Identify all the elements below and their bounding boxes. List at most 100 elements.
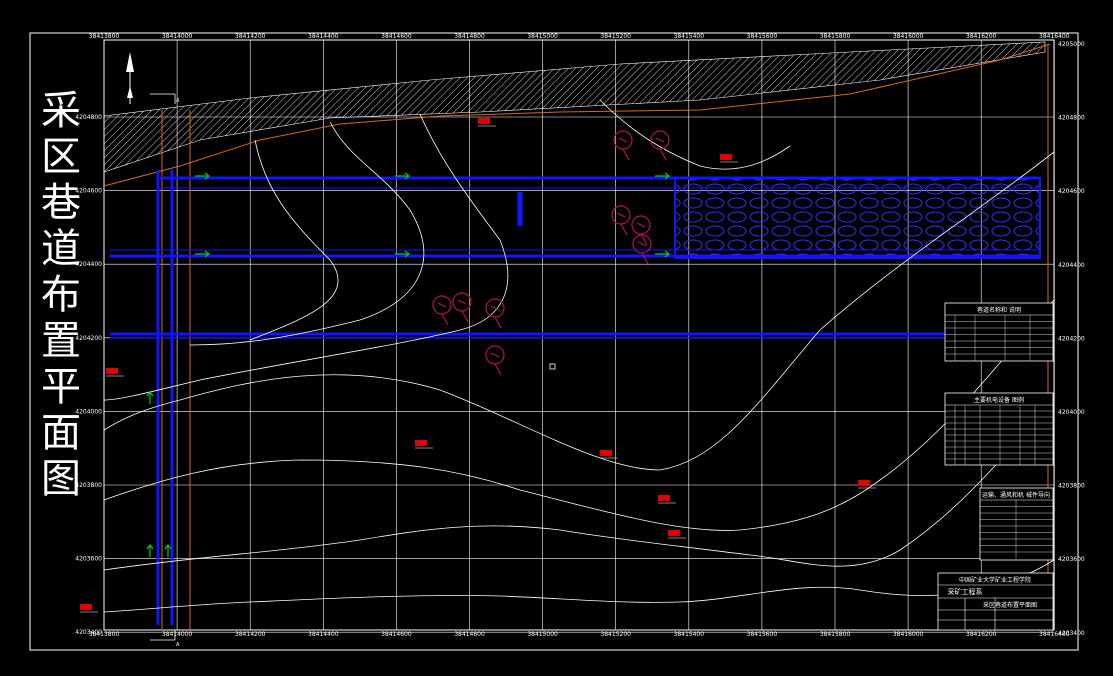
survey-point: [549, 363, 556, 370]
airflow-arrow-icon: [195, 172, 210, 180]
x-tick-top: 38415400: [674, 33, 705, 40]
legend-table-transport: 运输、通风和机 械件导向: [979, 487, 1054, 561]
section-line: A A: [150, 93, 180, 648]
x-tick-top: 38414600: [381, 33, 412, 40]
vertical-title: 采 区 巷 道 布 置 平 面 图: [36, 88, 86, 502]
y-tick-right: 4204800: [1058, 115, 1085, 122]
outer-frame: [29, 32, 1079, 651]
x-tick-bottom: 38413800: [89, 631, 120, 638]
x-tick-bottom: 38414600: [381, 631, 412, 638]
y-tick-left: 4204400: [75, 261, 102, 268]
borehole-icon: [858, 480, 876, 489]
section-mark-bottom: A: [176, 642, 180, 648]
airflow-arrows: [146, 172, 670, 557]
x-tick-top: 38414200: [235, 33, 266, 40]
y-tick-right: 4203800: [1058, 483, 1085, 490]
boundary-line: [103, 43, 1051, 187]
legend-title: 主要机电设备 图例: [974, 396, 1024, 404]
x-tick-top: 38415600: [747, 33, 778, 40]
y-tick-right: 4203600: [1058, 556, 1085, 563]
x-tick-bottom: 38415400: [674, 631, 705, 638]
y-tick-left: 4204200: [75, 335, 102, 342]
x-tick-top: 38415200: [600, 33, 631, 40]
y-tick-left: 4203400: [75, 629, 102, 636]
x-tick-bottom: 38415000: [527, 631, 558, 638]
y-tick-right: 4204400: [1058, 262, 1085, 269]
x-tick-top: 38415800: [820, 33, 851, 40]
title-block-dept: 采矿工程系: [948, 587, 983, 596]
y-tick-left: 4203800: [75, 482, 102, 489]
borehole-icon: [668, 530, 686, 539]
x-tick-bottom: 38415600: [747, 631, 778, 638]
title-char: 置: [41, 318, 81, 364]
section-mark-top: A: [176, 98, 180, 104]
x-tick-top: 38414000: [162, 33, 193, 40]
legend-title: 运输、通风和机 械件导向: [982, 491, 1050, 499]
y-tick-left: 4204000: [75, 408, 102, 415]
borehole-icon: [415, 440, 433, 449]
title-char: 平: [41, 364, 81, 410]
x-tick-top: 38413800: [89, 33, 120, 40]
equipment-icon: [452, 292, 472, 323]
equipment-icon: [631, 215, 651, 246]
coordinate-labels: 38413800 38413800 38414000 38414000 38414200…: [75, 33, 1085, 638]
x-tick-bottom: 38414000: [162, 631, 193, 638]
borehole-icon: [658, 495, 676, 504]
borehole-icon: [106, 368, 124, 377]
title-block-drawing: 采区巷道布置平面图: [983, 601, 1037, 609]
x-tick-bottom: 38414200: [235, 631, 266, 638]
equipment-icon: [650, 130, 670, 161]
y-tick-right: 4203400: [1058, 630, 1085, 637]
title-char: 面: [41, 410, 81, 456]
contour-lines: [103, 99, 1055, 613]
airflow-arrow-icon: [146, 544, 154, 557]
y-tick-right: 4204200: [1058, 335, 1085, 342]
title-char: 采: [41, 88, 81, 134]
equipment-icon: [485, 345, 505, 376]
x-tick-top: 38416000: [893, 33, 924, 40]
equipment-icon: [485, 298, 505, 329]
y-tick-right: 4204600: [1058, 188, 1085, 195]
borehole-icon: [80, 604, 98, 613]
legend-table-equipment: 主要机电设备 图例: [944, 392, 1054, 466]
equipment-icon: [611, 205, 631, 236]
title-char: 道: [41, 226, 81, 272]
x-tick-bottom: 38414400: [308, 631, 339, 638]
title-block: 中国矿业大学矿业工程学院 采矿工程系 采区巷道布置平面图: [937, 572, 1054, 631]
title-char: 布: [41, 272, 81, 318]
x-tick-bottom: 38415200: [600, 631, 631, 638]
legend-table-roadways: 巷道名称和 说明: [944, 302, 1054, 362]
roadways: [110, 170, 1040, 625]
hatched-outcrop: [103, 41, 1046, 173]
borehole-markers: [80, 118, 876, 613]
title-char: 区: [41, 134, 81, 180]
title-char: 图: [41, 456, 81, 502]
y-tick-left: 4203600: [75, 556, 102, 563]
airflow-arrow-icon: [395, 172, 410, 180]
airflow-arrow-icon: [655, 250, 670, 258]
y-tick-left: 4204600: [75, 188, 102, 195]
borehole-icon: [720, 154, 738, 163]
equipment-icon: [632, 234, 652, 265]
legend-title: 巷道名称和 说明: [977, 306, 1021, 314]
x-tick-top: 38414800: [454, 33, 485, 40]
borehole-icon: [600, 450, 618, 459]
airflow-arrow-icon: [195, 250, 210, 258]
x-tick-top: 38415000: [527, 33, 558, 40]
title-char: 巷: [41, 180, 81, 226]
y-tick-right: 4204000: [1058, 409, 1085, 416]
x-tick-bottom: 38415800: [820, 631, 851, 638]
x-tick-top: 38416200: [966, 33, 997, 40]
airflow-arrow-icon: [164, 544, 172, 557]
airflow-arrow-icon: [655, 172, 670, 180]
x-tick-bottom: 38414800: [454, 631, 485, 638]
airflow-arrow-icon: [146, 391, 154, 404]
north-arrow-icon: [126, 52, 134, 104]
goaf-area: [674, 177, 1041, 259]
borehole-icon: [478, 118, 496, 127]
x-tick-top: 38414400: [308, 33, 339, 40]
x-tick-bottom: 38416200: [966, 631, 997, 638]
airflow-arrow-icon: [395, 250, 410, 258]
x-tick-bottom: 38416000: [893, 631, 924, 638]
